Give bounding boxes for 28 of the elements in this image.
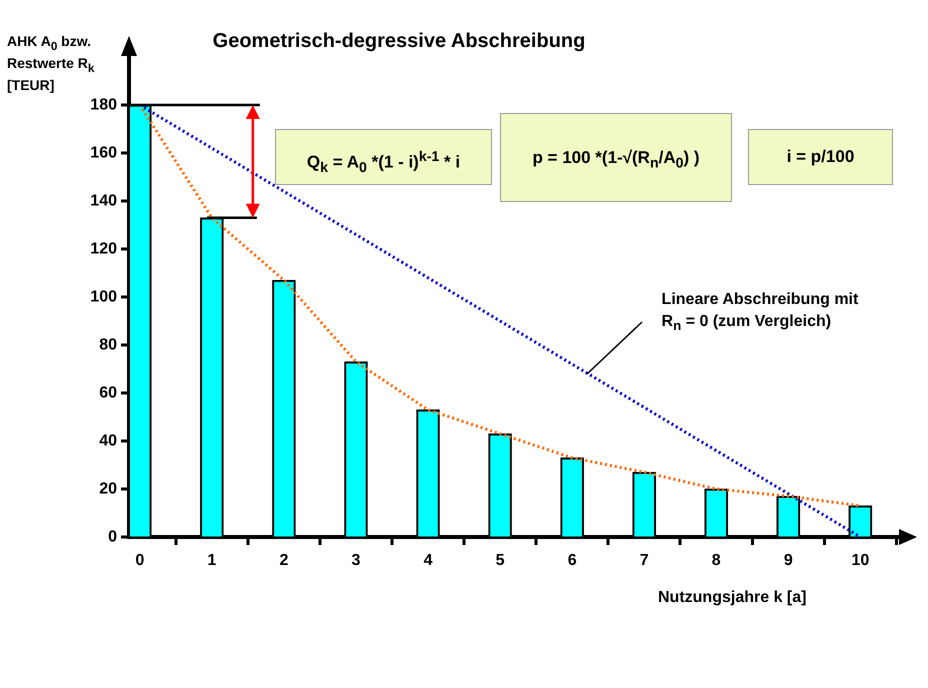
x-tick-label: 2	[279, 552, 288, 570]
y-tick-label: 160	[90, 144, 118, 162]
y-tick-label: 140	[90, 192, 118, 210]
chart-title: Geometrisch-degressive Abschreibung	[212, 30, 586, 52]
x-tick-label: 9	[784, 552, 793, 570]
y-tick-label: 60	[99, 384, 118, 402]
x-tick-label: 7	[640, 552, 649, 570]
annotation: Q$_{k}$ = A$_{0}$ *(1 - i)$^{k-1}$ * i	[306, 148, 462, 178]
y-tick-label: 40	[99, 432, 118, 450]
y-tick-label: 100	[90, 288, 118, 306]
x-tick-label: 0	[135, 552, 144, 570]
y-tick-label: 180	[90, 96, 118, 114]
x-tick-label: 5	[496, 552, 505, 570]
x-tick-label: 1	[207, 552, 216, 570]
annotation: p = 100 *(1-√(R$_{n}$/A$_{0}$) )	[531, 146, 701, 173]
x-tick-label: 8	[712, 552, 721, 570]
y-tick-label: 20	[99, 480, 118, 498]
x-tick-label: 10	[851, 552, 870, 570]
text: AHK A$_{0}$ bzw. Restwerte R$_{k}$ [TEUR]	[7, 33, 94, 93]
annotation: i = p/100	[786, 146, 856, 168]
x-axis-title: Nutzungsjahre k [a]	[658, 589, 806, 607]
y-tick-label: 0	[108, 528, 118, 546]
y-tick-label: 120	[90, 240, 118, 258]
x-tick-label: 6	[568, 552, 577, 570]
annotation: Lineare Abschreibung mit R$_{n}$ = 0 (zum Vergleich)	[662, 290, 858, 335]
x-tick-label: 3	[352, 552, 361, 570]
x-tick-label: 4	[424, 552, 433, 570]
y-tick-label: 80	[99, 336, 118, 354]
